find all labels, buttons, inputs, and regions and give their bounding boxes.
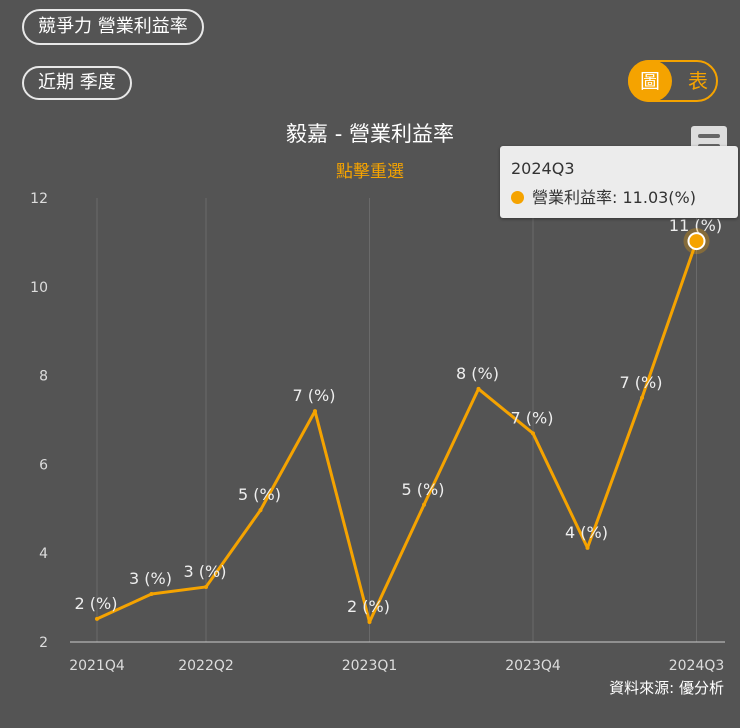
tooltip-series: 營業利益率 (532, 188, 613, 207)
series-dot-icon (511, 191, 524, 204)
data-label: 5 (%) (238, 485, 281, 504)
x-tick-label: 2022Q2 (178, 658, 234, 674)
data-label: 5 (%) (402, 480, 445, 499)
y-tick-label: 12 (30, 191, 48, 207)
tooltip: 2024Q3 營業利益率: 11.03(%) (500, 146, 738, 218)
y-tick-label: 4 (39, 546, 48, 562)
view-toggle[interactable]: 圖 表 (628, 60, 718, 102)
data-point (422, 502, 426, 507)
data-point (531, 431, 535, 436)
tooltip-value: 11.03(%) (622, 188, 697, 207)
data-point (204, 584, 208, 589)
data-label: 3 (%) (129, 569, 172, 588)
data-label: 2 (%) (347, 597, 390, 616)
table-view-option[interactable]: 表 (688, 69, 708, 93)
data-source: 資料來源: 優分析 (609, 679, 724, 697)
data-point (640, 395, 644, 400)
data-point-highlighted (687, 232, 706, 251)
chart-view-option[interactable]: 圖 (628, 60, 672, 102)
period-filter-button[interactable]: 近期 季度 (22, 66, 132, 100)
data-label: 3 (%) (184, 562, 227, 581)
chart-title: 毅嘉 - 營業利益率 (286, 122, 454, 146)
x-tick-label: 2021Q4 (69, 658, 125, 674)
y-tick-label: 10 (30, 280, 48, 296)
chart-subtitle-reselect[interactable]: 點擊重選 (336, 162, 404, 182)
data-point (149, 592, 154, 597)
y-tick-label: 2 (39, 635, 48, 651)
data-point (367, 620, 372, 625)
tooltip-period: 2024Q3 (511, 159, 575, 178)
x-tick-label: 2023Q4 (505, 658, 561, 674)
data-label: 8 (%) (456, 364, 499, 383)
data-label: 4 (%) (565, 523, 608, 542)
y-tick-label: 8 (39, 369, 48, 385)
metric-filter-button[interactable]: 競爭力 營業利益率 (22, 9, 204, 45)
tooltip-row: 營業利益率: 11.03(%) (511, 184, 696, 208)
data-point (258, 508, 263, 513)
data-point (95, 616, 99, 621)
x-tick-label: 2023Q1 (342, 658, 398, 674)
y-tick-label: 6 (39, 457, 48, 473)
data-label: 11 (%) (669, 216, 722, 235)
data-point (476, 386, 481, 391)
data-label: 2 (%) (75, 594, 118, 613)
data-label: 7 (%) (293, 386, 336, 405)
series-line (96, 240, 698, 624)
data-label: 7 (%) (511, 408, 554, 427)
data-point (313, 409, 317, 414)
x-tick-label: 2024Q3 (669, 658, 725, 674)
data-label: 7 (%) (620, 373, 663, 392)
data-point (585, 545, 590, 550)
